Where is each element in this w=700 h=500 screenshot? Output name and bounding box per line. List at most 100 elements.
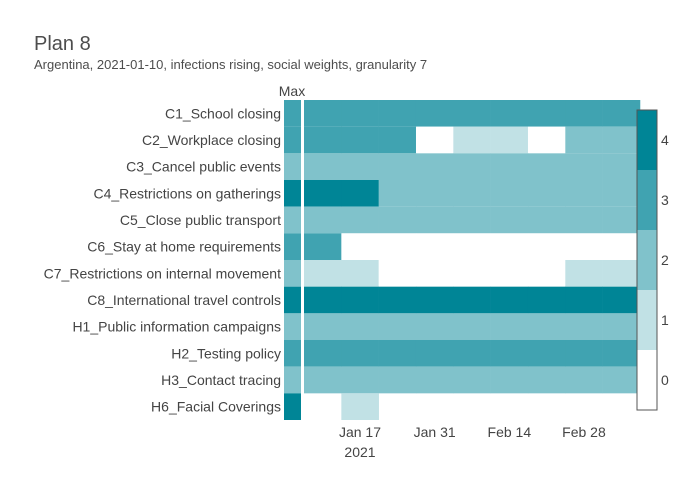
- heatmap-cell: [527, 313, 566, 340]
- max-column: [284, 100, 301, 420]
- row-label: C8_International travel controls: [87, 292, 281, 308]
- heatmap-cell: [341, 260, 379, 287]
- heatmap-cell: [341, 153, 379, 180]
- heatmap-cell: [490, 233, 529, 260]
- heatmap-cell: [453, 313, 491, 340]
- row-label: H3_Contact tracing: [161, 372, 281, 388]
- colorbar-tick-label: 3: [661, 192, 669, 208]
- heatmap-cell: [527, 260, 566, 287]
- heatmap-cell: [602, 313, 641, 340]
- heatmap-cell: [378, 366, 417, 394]
- heatmap-cell: [415, 260, 454, 287]
- row-label: H2_Testing policy: [171, 345, 281, 361]
- heatmap-cell: [565, 313, 603, 340]
- colorbar-segment: [637, 110, 657, 170]
- max-cell: [284, 180, 301, 207]
- heatmap-cell: [341, 233, 379, 260]
- row-label: C1_School closing: [165, 105, 281, 121]
- heatmap-cell: [527, 126, 566, 154]
- heatmap-cell: [602, 100, 641, 127]
- row-label: C2_Workplace closing: [142, 132, 281, 148]
- heatmap-cell: [304, 286, 342, 314]
- heatmap-cell: [602, 366, 641, 394]
- heatmap-cell: [304, 313, 342, 340]
- heatmap-cell: [565, 180, 603, 207]
- heatmap-cells: [304, 100, 641, 420]
- heatmap-cell: [527, 153, 566, 180]
- heatmap-cell: [527, 100, 566, 127]
- heatmap-cell: [304, 366, 342, 394]
- chart-subtitle: Argentina, 2021-01-10, infections rising…: [34, 57, 427, 72]
- heatmap-cell: [490, 126, 529, 154]
- heatmap-cell: [415, 313, 454, 340]
- heatmap-cell: [304, 206, 342, 234]
- heatmap-cell: [527, 180, 566, 207]
- heatmap-cell: [378, 180, 417, 207]
- row-label: H1_Public information campaigns: [72, 319, 281, 335]
- colorbar-segment: [637, 290, 657, 350]
- row-labels: C1_School closing C2_Workplace closing C3_…: [44, 105, 281, 414]
- heatmap-cell: [490, 206, 529, 234]
- row-label: C7_Restrictions on internal movement: [44, 265, 281, 281]
- heatmap-cell: [378, 100, 417, 127]
- heatmap-cell: [453, 340, 491, 367]
- heatmap-cell: [341, 366, 379, 394]
- max-cell: [284, 233, 301, 260]
- colorbar-tick-label: 0: [661, 372, 669, 388]
- heatmap-cell: [415, 126, 454, 154]
- heatmap-cell: [378, 233, 417, 260]
- heatmap-cell: [415, 206, 454, 234]
- max-cell: [284, 206, 301, 234]
- heatmap-cell: [527, 206, 566, 234]
- heatmap-cell: [304, 260, 342, 287]
- heatmap-cell: [565, 206, 603, 234]
- heatmap-cell: [565, 233, 603, 260]
- x-tick-label: Jan 17: [339, 424, 381, 440]
- colorbar-tick-label: 4: [661, 132, 669, 148]
- x-axis: Jan 17 2021 Jan 31 Feb 14 Feb 28: [339, 424, 606, 460]
- heatmap-cell: [565, 260, 603, 287]
- heatmap-cell: [304, 153, 342, 180]
- heatmap-cell: [602, 340, 641, 367]
- heatmap-cell: [602, 233, 641, 260]
- heatmap-cell: [341, 393, 379, 420]
- heatmap-cell: [415, 366, 454, 394]
- heatmap-cell: [527, 286, 566, 314]
- colorbar-outline: [636, 109, 658, 411]
- heatmap-cell: [378, 260, 417, 287]
- heatmap-cell: [565, 366, 603, 394]
- heatmap-cell: [453, 286, 491, 314]
- heatmap-cell: [453, 206, 491, 234]
- heatmap-cell: [415, 100, 454, 127]
- heatmap-cell: [527, 340, 566, 367]
- chart-title: Plan 8: [34, 33, 91, 55]
- heatmap-cell: [304, 100, 342, 127]
- heatmap-cell: [453, 180, 491, 207]
- max-cell: [284, 260, 301, 287]
- x-tick-label: Jan 31: [414, 424, 456, 440]
- heatmap-cell: [490, 366, 529, 394]
- heatmap-cell: [304, 233, 342, 260]
- heatmap-cell: [304, 180, 342, 207]
- max-cell: [284, 153, 301, 180]
- heatmap-cell: [415, 153, 454, 180]
- heatmap-cell: [490, 313, 529, 340]
- heatmap-cell: [453, 366, 491, 394]
- heatmap-cell: [490, 180, 529, 207]
- heatmap-cell: [378, 126, 417, 154]
- heatmap-cell: [304, 126, 342, 154]
- heatmap-cell: [415, 233, 454, 260]
- heatmap-cell: [453, 260, 491, 287]
- heatmap-cell: [565, 126, 603, 154]
- heatmap-cell: [490, 260, 529, 287]
- row-label: C4_Restrictions on gatherings: [93, 185, 281, 201]
- heatmap-cell: [453, 153, 491, 180]
- colorbar-segment: [637, 350, 657, 410]
- x-tick-year-label: 2021: [344, 444, 375, 460]
- heatmap-cell: [453, 233, 491, 260]
- max-cell: [284, 286, 301, 314]
- max-cell: [284, 340, 301, 367]
- row-label: H6_Facial Coverings: [151, 399, 281, 415]
